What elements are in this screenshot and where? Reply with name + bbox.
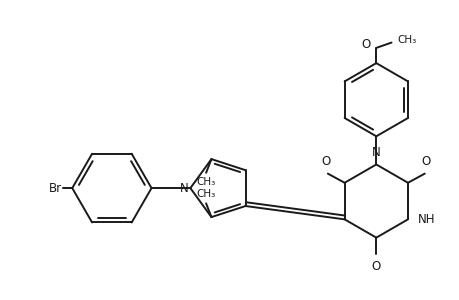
Text: NH: NH [417,213,435,226]
Text: O: O [421,155,430,168]
Text: O: O [371,260,380,273]
Text: CH₃: CH₃ [196,177,215,188]
Text: O: O [321,155,330,168]
Text: N: N [180,182,189,195]
Text: CH₃: CH₃ [396,34,415,44]
Text: CH₃: CH₃ [196,189,215,199]
Text: O: O [361,38,370,51]
Text: N: N [371,146,380,159]
Text: Br: Br [49,182,62,195]
